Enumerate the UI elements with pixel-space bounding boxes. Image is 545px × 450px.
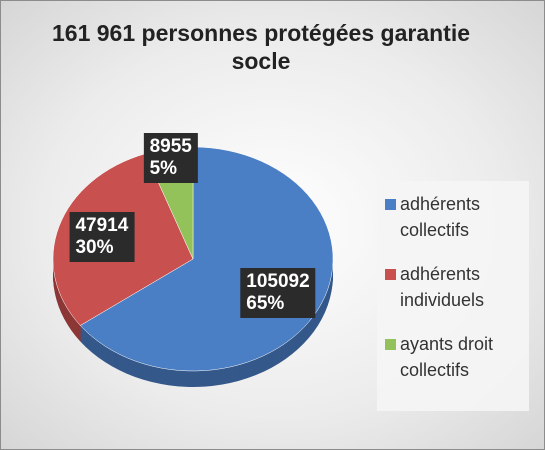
data-label: 47914 30% xyxy=(69,211,135,262)
legend-label: adhérents collectifs xyxy=(400,194,481,240)
legend-swatch xyxy=(385,269,396,280)
data-label-value: 47914 xyxy=(75,214,129,236)
chart-title: 161 961 personnes protégées garantie soc… xyxy=(51,20,471,74)
data-label-percent: 5% xyxy=(149,157,178,179)
data-label-percent: 30% xyxy=(75,236,114,258)
legend-label: adhérents individuels xyxy=(400,264,485,310)
legend-item: ayants droit collectifs xyxy=(381,331,525,383)
legend-swatch xyxy=(385,199,396,210)
data-label-value: 105092 xyxy=(246,271,310,293)
data-label-percent: 65% xyxy=(246,293,285,315)
data-label: 105092 65% xyxy=(240,268,316,319)
legend: adhérents collectifs adhérents individuel… xyxy=(377,181,529,411)
data-label-value: 8955 xyxy=(149,135,192,157)
legend-item: adhérents individuels xyxy=(381,261,525,313)
legend-swatch xyxy=(385,339,396,350)
legend-label: ayants droit collectifs xyxy=(400,334,494,380)
data-label: 8955 5% xyxy=(143,132,198,183)
legend-item: adhérents collectifs xyxy=(381,191,525,243)
